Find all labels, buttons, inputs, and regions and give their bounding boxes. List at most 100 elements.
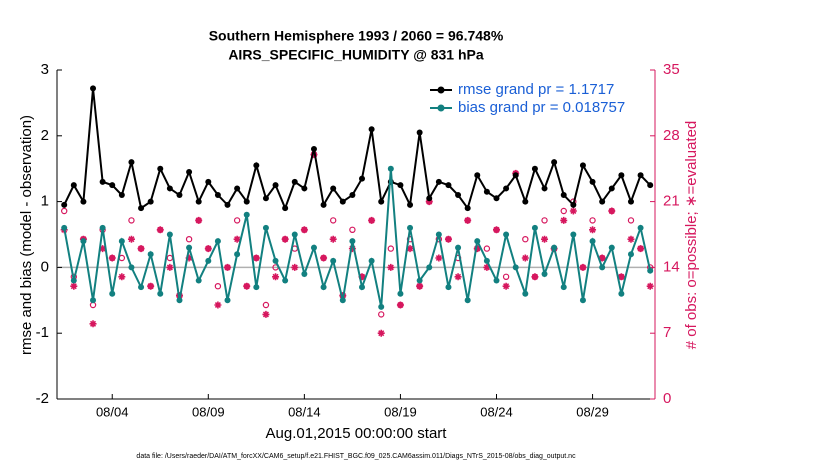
series-marker bbox=[426, 264, 433, 271]
evaluated-marker bbox=[320, 254, 328, 262]
series-marker bbox=[589, 178, 596, 185]
series-marker bbox=[503, 185, 510, 192]
possible-marker bbox=[483, 245, 491, 252]
series-line bbox=[63, 88, 651, 211]
series-marker bbox=[272, 257, 279, 264]
evaluated-marker bbox=[444, 235, 452, 243]
evaluated-marker bbox=[233, 235, 241, 243]
chart-title: Southern Hemisphere 1993 / 2060 = 96.748… bbox=[209, 28, 504, 44]
evaluated-marker bbox=[416, 282, 424, 290]
series-marker bbox=[234, 251, 241, 258]
evaluated-marker bbox=[387, 263, 395, 271]
series-marker bbox=[176, 297, 183, 304]
evaluated-marker bbox=[521, 254, 529, 262]
series-marker bbox=[166, 185, 173, 192]
series-marker bbox=[243, 198, 250, 205]
series-marker bbox=[627, 251, 634, 258]
series-marker bbox=[579, 162, 586, 169]
series-marker bbox=[397, 290, 404, 297]
series-marker bbox=[61, 201, 68, 208]
series-marker bbox=[243, 211, 250, 218]
evaluated-marker bbox=[156, 226, 164, 234]
series-marker bbox=[118, 238, 125, 245]
series-marker bbox=[637, 224, 644, 231]
evaluated-marker bbox=[272, 273, 280, 281]
legend-label: bias grand pr = 0.018757 bbox=[458, 99, 625, 116]
series-marker bbox=[128, 264, 135, 271]
series-marker bbox=[118, 192, 125, 199]
series-marker bbox=[378, 303, 385, 310]
series-marker bbox=[99, 224, 106, 231]
possible-marker bbox=[387, 245, 395, 252]
evaluated-marker bbox=[425, 198, 433, 206]
series-marker bbox=[186, 168, 193, 175]
series-marker bbox=[435, 231, 442, 238]
evaluated-marker bbox=[243, 282, 251, 290]
series-marker bbox=[455, 192, 462, 199]
series-marker bbox=[272, 182, 279, 189]
series-marker bbox=[291, 178, 298, 185]
y2-tick-label: 7 bbox=[663, 324, 671, 341]
series-marker bbox=[147, 198, 154, 205]
series-marker bbox=[195, 198, 202, 205]
chart-subtitle: AIRS_SPECIFIC_HUMIDITY @ 831 hPa bbox=[228, 47, 484, 63]
series-marker bbox=[541, 270, 548, 277]
y-tick-label: 0 bbox=[41, 258, 49, 275]
legend-label: rmse grand pr = 1.1717 bbox=[458, 81, 614, 98]
y-axis-label: rmse and bias (model - observation) bbox=[18, 115, 35, 355]
evaluated-marker bbox=[560, 216, 568, 224]
series-marker bbox=[310, 244, 317, 251]
series-marker bbox=[282, 205, 289, 212]
possible-marker bbox=[61, 207, 68, 215]
series-marker bbox=[90, 297, 97, 304]
series-marker bbox=[310, 145, 317, 152]
y-tick-label: -2 bbox=[36, 390, 49, 407]
evaluated-marker bbox=[502, 282, 510, 290]
evaluated-marker bbox=[224, 263, 232, 271]
series-marker bbox=[186, 244, 193, 251]
series-marker bbox=[253, 284, 260, 291]
y2-tick-label: 0 bbox=[663, 390, 671, 407]
evaluated-marker bbox=[579, 263, 587, 271]
possible-marker bbox=[589, 217, 596, 224]
series-marker bbox=[330, 257, 337, 264]
possible-marker bbox=[329, 217, 337, 224]
series-marker bbox=[531, 165, 538, 172]
evaluated-marker bbox=[118, 273, 126, 281]
evaluated-marker bbox=[70, 282, 78, 290]
possible-marker bbox=[502, 273, 510, 280]
possible-marker bbox=[185, 235, 193, 243]
evaluated-marker bbox=[137, 245, 145, 253]
series-marker bbox=[474, 172, 481, 179]
series-marker bbox=[234, 185, 241, 192]
y-tick-label: 3 bbox=[41, 61, 49, 78]
series-marker bbox=[627, 198, 634, 205]
footnote: data file: /Users/raeder/DAI/ATM_forcXX/… bbox=[136, 453, 576, 460]
series-marker bbox=[599, 264, 606, 271]
series-marker bbox=[359, 284, 366, 291]
series-marker bbox=[368, 257, 375, 264]
possible-marker bbox=[627, 217, 635, 224]
series-marker bbox=[570, 201, 577, 208]
series-marker bbox=[560, 192, 567, 199]
series-marker bbox=[157, 165, 164, 172]
series-marker bbox=[551, 159, 558, 166]
series-marker bbox=[262, 224, 269, 231]
series-marker bbox=[349, 238, 356, 245]
evaluated-marker bbox=[569, 207, 577, 215]
series-marker bbox=[637, 172, 644, 179]
series-marker bbox=[589, 238, 596, 245]
evaluated-marker bbox=[300, 226, 308, 234]
evaluated-marker bbox=[262, 310, 270, 318]
evaluated-marker bbox=[291, 263, 299, 271]
series-marker bbox=[61, 224, 68, 231]
series-marker bbox=[359, 175, 366, 182]
series-marker bbox=[368, 126, 375, 133]
series-marker bbox=[531, 224, 538, 231]
evaluated-marker bbox=[435, 254, 443, 262]
series-marker bbox=[570, 231, 577, 238]
series-marker bbox=[445, 182, 452, 189]
evaluated-marker bbox=[358, 273, 366, 281]
evaluated-marker bbox=[185, 254, 193, 262]
evaluated-marker bbox=[281, 235, 289, 243]
